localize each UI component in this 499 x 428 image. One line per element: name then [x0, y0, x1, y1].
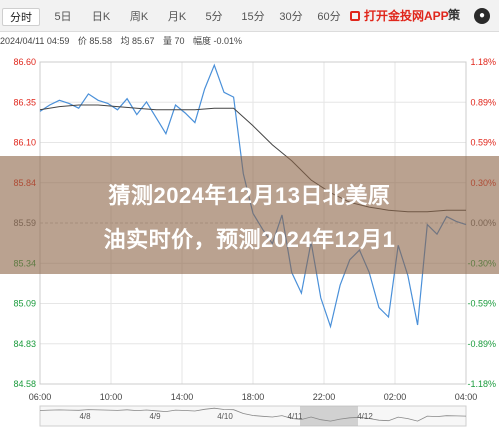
y-tick-label-left: 85.09	[13, 299, 36, 309]
app-grid-icon	[350, 11, 360, 21]
grid-layer	[39, 61, 467, 427]
headline-overlay: 猜测2024年12月13日北美原 油实时价，预测2024年12月1	[0, 156, 499, 274]
tab-daily-k[interactable]: 日K	[91, 11, 111, 23]
x-tick-label: 10:00	[100, 392, 123, 402]
y-tick-label-right: 0.89%	[470, 97, 496, 107]
tab-weekly-k[interactable]: 周K	[129, 11, 149, 23]
period-tab-bar: 分时 5日 日K 周K 月K 5分 15分 30分 60分 打开金投网APP 策…	[0, 0, 499, 32]
x-tick-label: 02:00	[384, 392, 407, 402]
circle-icon[interactable]: ●	[474, 8, 490, 24]
tab-30min[interactable]: 30分	[279, 11, 303, 23]
open-app-label: 打开金投网APP	[364, 9, 449, 23]
x-tick-label: 06:00	[29, 392, 52, 402]
info-current: 价 85.58	[77, 36, 112, 46]
x-tick-label: 22:00	[313, 392, 336, 402]
y-tick-label-left: 84.83	[13, 339, 36, 349]
y-tick-label-right: 0.59%	[470, 138, 496, 148]
x-tick-label: 14:00	[171, 392, 194, 402]
overview-line	[39, 407, 467, 422]
y-tick-label-left: 86.60	[13, 57, 36, 67]
tab-monthly-k[interactable]: 月K	[167, 11, 187, 23]
y-tick-label-left: 86.35	[13, 97, 36, 107]
y-tick-label-left: 84.58	[13, 379, 36, 389]
x-tick-label: 04:00	[455, 392, 478, 402]
info-line: 2024/04/11 04:59 价 85.58 均 85.67 量 70 幅度…	[0, 34, 248, 48]
overview-date-label: 4/8	[79, 412, 91, 421]
tab-60min[interactable]: 60分	[317, 11, 341, 23]
y-tick-label-right: 1.18%	[470, 57, 496, 67]
overview-strip	[39, 405, 467, 427]
y-tick-label-right: -0.89%	[467, 339, 496, 349]
open-app-link[interactable]: 打开金投网APP	[350, 7, 449, 25]
y-tick-label-left: 86.10	[13, 138, 36, 148]
tab-5day[interactable]: 5日	[54, 11, 72, 23]
overview-date-label: 4/9	[149, 412, 161, 421]
x-tick-label: 18:00	[242, 392, 265, 402]
overview-date-label: 4/11	[288, 412, 304, 421]
info-average: 均 85.67	[120, 36, 155, 46]
overview-date-label: 4/12	[357, 412, 373, 421]
info-volume: 量 70	[163, 36, 185, 46]
info-change: 幅度 -0.01%	[193, 36, 243, 46]
overview-highlight	[300, 406, 358, 426]
tab-intraday[interactable]: 分时	[2, 8, 40, 26]
y-tick-label-right: -0.59%	[467, 299, 496, 309]
tab-15min[interactable]: 15分	[241, 11, 265, 23]
more-label[interactable]: 策	[448, 8, 461, 22]
headline-line-1: 猜测2024年12月13日北美原	[108, 183, 391, 208]
y-tick-label-right: -1.18%	[467, 379, 496, 389]
tab-5min[interactable]: 5分	[205, 11, 223, 23]
headline-line-2: 油实时价，预测2024年12月1	[103, 227, 396, 252]
info-datetime: 2024/04/11 04:59	[0, 36, 70, 46]
overview-date-label: 4/10	[217, 412, 233, 421]
